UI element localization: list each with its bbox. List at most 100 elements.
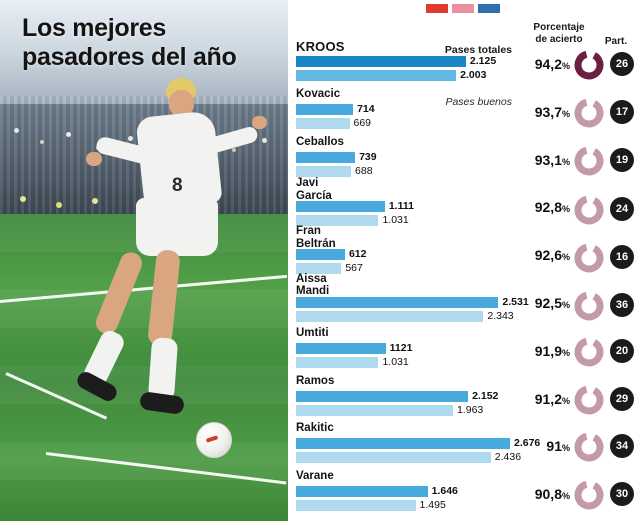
porcentaje-unit: % [561,443,570,454]
accuracy-donut-icon [574,50,604,80]
participation-badge: 36 [610,293,634,317]
value-pases-buenos: 2.436 [494,451,522,464]
brand-square-pink [452,4,474,13]
table-row: Ramos 2.152 1.963 91,2% 29 [288,375,640,427]
bar-pases-buenos [296,70,457,81]
player-hand-right [252,116,267,129]
participation-badge: 24 [610,197,634,222]
table-row: Javi García 1.111 1.031 92,8% 24 [288,177,640,235]
value-porcentaje: 92,8% [510,199,570,215]
pitch [0,214,288,521]
value-porcentaje: 93,1% [510,152,570,168]
porcentaje-number: 91,9 [534,342,562,359]
value-pases-buenos: 2.003 [460,69,487,81]
porcentaje-number: 92,5 [534,295,562,311]
accuracy-donut-icon [574,291,604,321]
player-name-line1: Ceballos [296,135,344,148]
header-porcentaje-line2: de acierto [535,34,583,45]
bar-pases-totales [296,56,466,67]
player-name-line1: Rakitic [296,422,334,435]
bar-pases-totales [296,297,499,308]
page-title: Los mejores pasadores del año [22,14,272,72]
porcentaje-number: 91 [546,438,562,455]
bar-pases-totales [296,342,386,354]
participation-badge: 26 [610,52,634,76]
player-photo: 8 Los mejores pasadores del año [0,0,288,521]
value-porcentaje: 91,2% [510,391,570,407]
table-row: Aissa Mandi 2.531 2.343 92,5% 36 [288,273,640,331]
bar-pases-buenos [296,165,352,177]
header-pases-buenos: Pases buenos [445,96,512,108]
bar-pases-buenos [296,263,342,275]
accuracy-donut-icon [574,385,604,415]
value-pases-totales: 1.111 [388,200,414,213]
player-shorts [136,198,218,256]
porcentaje-unit: % [561,252,570,263]
value-pases-totales: 739 [359,150,377,163]
table-row: Fran Beltrán 612 567 92,6% 16 [288,225,640,283]
porcentaje-unit: % [561,395,570,406]
value-porcentaje: 93,7% [510,104,570,120]
page-title-line1: Los mejores [22,14,166,42]
value-porcentaje: 91,9% [510,343,570,359]
accuracy-donut-icon [574,337,604,367]
participation-badge: 17 [610,99,634,124]
brand-square-red [426,4,448,13]
porcentaje-unit: % [561,347,570,358]
bar-pases-totales [296,201,385,213]
bar-group: 1121 1.031 [296,342,512,375]
value-porcentaje: 92,6% [510,247,570,263]
header-part: Part. [604,36,628,47]
player-name: Fran Beltrán [296,225,336,250]
bar-group: 2.152 1.963 [296,389,512,423]
bar-group: 1.111 1.031 [296,201,512,233]
player-name-line1: Umtiti [296,326,329,339]
accuracy-donut-icon [574,195,604,225]
player-name-line1: KROOS [296,39,345,54]
porcentaje-unit: % [561,491,570,502]
player-name: Aissa Mandi [296,273,329,298]
football [196,422,232,458]
player-sock-front [147,337,179,401]
stadium-upper-stand [0,0,288,120]
value-pases-buenos: 1.031 [382,355,409,368]
table-row: Varane 1.646 1.495 90,8% 30 [288,470,640,522]
bar-pases-buenos [296,311,484,322]
player-name-line1: Javi [296,177,319,190]
value-pases-totales: 612 [348,248,367,261]
table-row: Rakitic 2.676 2.436 91% 34 [288,422,640,474]
accuracy-donut-icon [574,243,604,273]
participation-badge: 34 [610,434,634,459]
bar-group: 714 669 [296,103,512,136]
porcentaje-number: 92,6 [534,247,562,264]
player-name: Javi García [296,177,332,202]
participation-badge: 30 [610,482,634,507]
chart-panel: Pases totales Pases buenos Porcentaje de… [288,0,640,521]
porcentaje-number: 93,1 [534,151,562,168]
bar-group: 2.125 2.003 [296,56,512,88]
player-name-line1: Aissa [296,273,327,285]
player-name-line1: Varane [296,470,334,483]
bar-pases-totales [296,103,354,115]
value-pases-totales: 2.152 [472,389,499,402]
value-porcentaje: 91% [510,438,570,454]
value-porcentaje: 94,2% [510,56,570,72]
bar-pases-buenos [296,356,379,368]
header-porcentaje-line1: Porcentaje [533,22,585,33]
participation-badge: 29 [610,386,634,411]
value-porcentaje: 92,5% [510,295,570,311]
value-pases-buenos: 1.031 [382,214,409,227]
bar-pases-buenos [296,404,453,416]
value-pases-totales: 2.125 [469,55,497,67]
porcentaje-number: 94,2 [534,56,562,72]
brand-color-strip [288,0,640,14]
table-row: Ceballos 739 688 93,1% 19 [288,136,640,188]
header-pases-totales: Pases totales [444,44,512,56]
header-porcentaje: Porcentaje de acierto [522,22,596,46]
porcentaje-number: 91,2 [534,390,562,407]
player-name-line1: Kovacic [296,87,341,100]
value-pases-buenos: 2.343 [487,310,514,322]
participation-badge: 20 [610,338,634,363]
value-pases-buenos: 567 [345,262,363,275]
player-name: Kovacic [296,88,340,100]
